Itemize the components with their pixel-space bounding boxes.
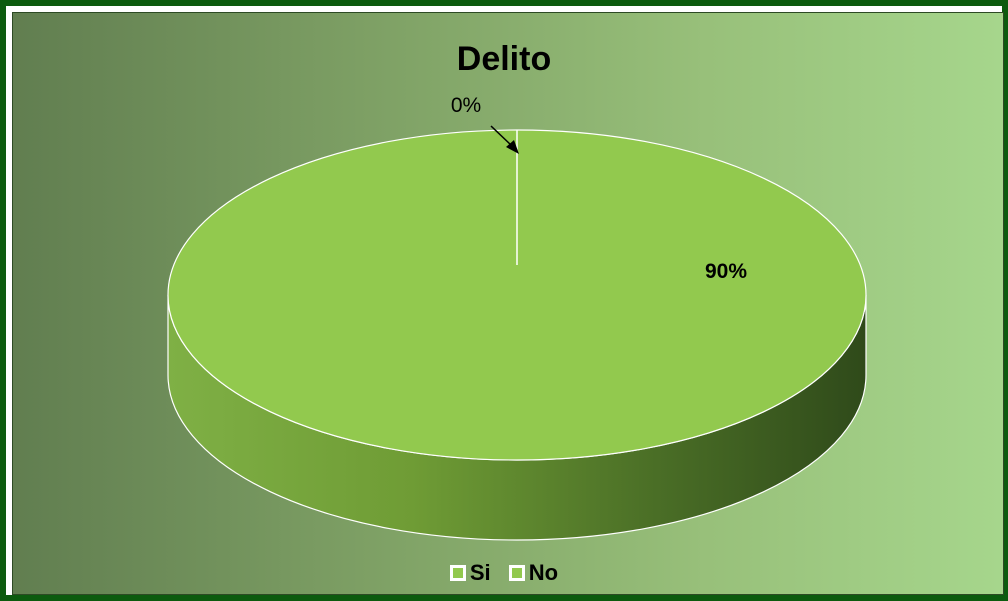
leader-line-no: [490, 125, 513, 147]
legend-label-si: Si: [469, 560, 491, 585]
data-label-si: 90%: [705, 260, 747, 283]
leader-arrow-no: [506, 140, 519, 154]
legend-swatch-no: [508, 565, 525, 581]
legend-item-si[interactable]: Si: [449, 560, 491, 586]
legend-item-no[interactable]: No: [508, 560, 559, 586]
pie-slice-si[interactable]: [167, 129, 867, 461]
data-label-no: 0%: [451, 94, 481, 117]
legend: Si No: [0, 560, 1008, 587]
legend-label-no: No: [528, 560, 559, 585]
legend-swatch-si: [449, 565, 466, 581]
chart-title: Delito: [456, 40, 552, 78]
